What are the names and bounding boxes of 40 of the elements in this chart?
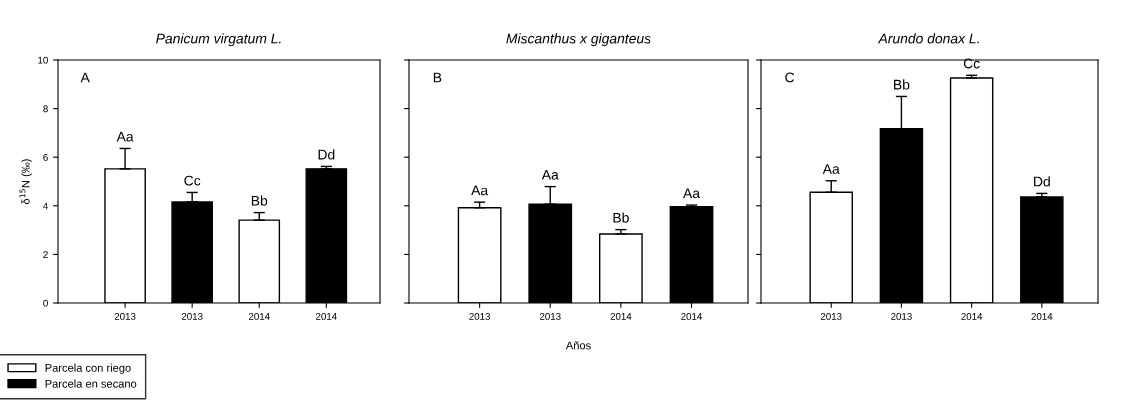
chart-title: Panicum virgatum L. (156, 33, 281, 47)
data-label: Bb (894, 79, 910, 90)
x-tick-label: 2014 (681, 312, 703, 320)
data-label: Dd (1034, 176, 1050, 187)
x-tick-label: 2013 (539, 312, 561, 320)
chart-title: Miscanthus x giganteus (506, 33, 651, 47)
y-axis-title: δ$^{15}$N (‰) (19, 159, 32, 205)
y-tick-label: 10 (38, 56, 48, 64)
data-label: Bb (613, 212, 629, 223)
x-tick-label: 2014 (961, 312, 983, 320)
legend-label: Parcela en secano (45, 379, 137, 388)
annotation: B (433, 72, 442, 83)
data-label: Cc (963, 58, 980, 69)
data-label: Aa (683, 188, 700, 199)
x-tick-label: 2014 (1031, 312, 1053, 320)
annotation: C (785, 72, 795, 83)
legend-label: Parcela con riego (45, 363, 131, 374)
data-label: Aa (471, 185, 489, 196)
data-label: Dd (318, 149, 335, 160)
y-tick-label: 4 (43, 202, 48, 210)
y-tick-label: 6 (43, 153, 48, 161)
x-tick-label: 2013 (114, 312, 136, 320)
x-axis-title: Años (565, 341, 591, 350)
x-tick-label: 2013 (469, 312, 491, 320)
data-label: Cc (184, 175, 201, 186)
x-tick-label: 2014 (248, 312, 270, 320)
y-tick-label: 8 (43, 105, 48, 113)
chart-title: Arundo donax L. (877, 33, 979, 44)
y-tick-label: 0 (43, 299, 48, 307)
y-tick-label: 2 (43, 251, 48, 258)
data-label: Bb (251, 195, 268, 206)
x-tick-label: 2013 (181, 312, 203, 320)
data-label: Aa (116, 131, 134, 142)
x-tick-label: 2013 (891, 312, 912, 320)
x-tick-label: 2013 (820, 312, 842, 320)
x-tick-label: 2014 (610, 312, 632, 320)
data-label: Aa (541, 170, 559, 180)
annotation: A (80, 72, 90, 83)
x-tick-label: 2014 (316, 312, 337, 320)
data-label: Aa (822, 164, 840, 174)
